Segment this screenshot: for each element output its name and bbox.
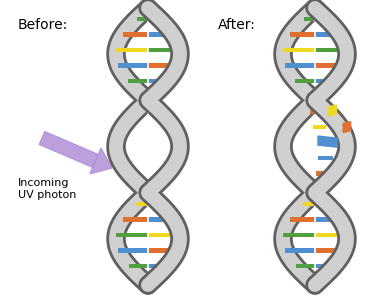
- Bar: [128, 79, 148, 83]
- Bar: [116, 233, 148, 237]
- Bar: [148, 233, 180, 237]
- Bar: [313, 125, 325, 129]
- Bar: [315, 63, 345, 68]
- Bar: [148, 79, 168, 83]
- Bar: [315, 48, 347, 52]
- Bar: [148, 249, 178, 253]
- Bar: [290, 32, 315, 37]
- Bar: [129, 264, 148, 268]
- Bar: [315, 17, 326, 21]
- Polygon shape: [90, 148, 112, 174]
- Bar: [290, 217, 315, 222]
- Polygon shape: [39, 131, 98, 167]
- Bar: [315, 233, 347, 237]
- Bar: [303, 202, 315, 206]
- Bar: [315, 217, 340, 222]
- Bar: [296, 264, 315, 268]
- Bar: [148, 48, 180, 52]
- Polygon shape: [318, 136, 337, 147]
- Bar: [320, 140, 336, 145]
- Bar: [318, 156, 333, 160]
- Bar: [310, 109, 316, 114]
- Bar: [285, 63, 315, 68]
- Polygon shape: [329, 105, 337, 116]
- Bar: [283, 233, 315, 237]
- Bar: [316, 171, 326, 176]
- Bar: [315, 249, 344, 253]
- Bar: [123, 217, 148, 222]
- Bar: [137, 17, 148, 21]
- Bar: [283, 48, 315, 52]
- Bar: [304, 17, 315, 21]
- Bar: [118, 249, 148, 253]
- Text: Incoming
UV photon: Incoming UV photon: [18, 178, 76, 200]
- Bar: [116, 48, 148, 52]
- Bar: [123, 32, 148, 37]
- Bar: [148, 63, 178, 68]
- Bar: [148, 217, 173, 222]
- Bar: [148, 17, 159, 21]
- Bar: [315, 79, 334, 83]
- Bar: [148, 32, 173, 37]
- Bar: [315, 264, 334, 268]
- Text: After:: After:: [218, 18, 256, 32]
- Bar: [285, 249, 315, 253]
- Bar: [118, 63, 148, 68]
- Text: Before:: Before:: [18, 18, 68, 32]
- Bar: [296, 79, 315, 83]
- Bar: [148, 264, 167, 268]
- Bar: [315, 32, 340, 37]
- Bar: [315, 202, 327, 206]
- Polygon shape: [343, 122, 351, 133]
- Bar: [136, 202, 148, 206]
- Bar: [148, 202, 160, 206]
